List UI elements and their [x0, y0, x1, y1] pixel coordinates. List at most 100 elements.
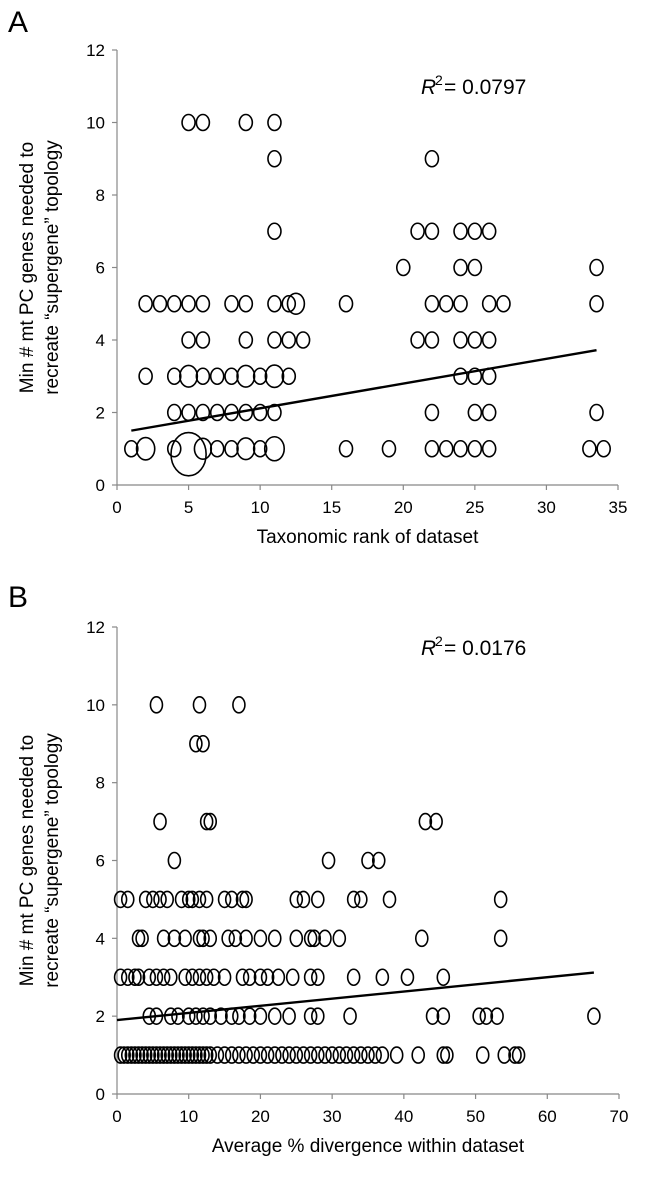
data-point — [424, 149, 440, 168]
data-point — [453, 294, 468, 313]
data-point — [263, 435, 286, 462]
data-point — [368, 1046, 382, 1064]
data-point — [153, 1046, 167, 1064]
data-point — [195, 294, 211, 313]
data-point — [267, 1007, 282, 1025]
data-point — [196, 1007, 210, 1025]
data-point — [160, 890, 174, 909]
data-point — [178, 364, 199, 388]
chart-panel-b: B 0 2 4 6 8 10 12 0 10 20 30 40 50 60 70 Average % dive… — [0, 575, 653, 1178]
data-point — [167, 1046, 182, 1064]
data-point — [453, 258, 468, 277]
data-point — [424, 403, 440, 422]
data-point — [332, 1046, 347, 1064]
data-point — [267, 331, 282, 349]
x-tick-label: 70 — [610, 1107, 629, 1126]
r-squared-annotation: R2 = 0.0176 — [421, 633, 526, 660]
data-point — [163, 1046, 178, 1064]
data-point — [171, 1046, 185, 1064]
data-point — [189, 1046, 203, 1064]
x-tick-label: 10 — [179, 1107, 198, 1126]
data-point — [138, 1046, 153, 1064]
data-point — [267, 113, 282, 132]
data-point — [185, 890, 200, 909]
data-point — [467, 403, 483, 422]
data-point — [113, 968, 128, 987]
x-tick-label: 15 — [322, 498, 341, 517]
data-point — [338, 439, 354, 458]
data-point — [153, 812, 167, 831]
data-point — [217, 1046, 232, 1064]
data-point — [493, 890, 508, 909]
data-point — [128, 1046, 142, 1064]
x-tick-label: 50 — [466, 1107, 485, 1126]
panel-label-a: A — [8, 6, 29, 39]
data-point — [210, 1046, 225, 1064]
data-point — [253, 1007, 268, 1025]
x-tick-label: 35 — [609, 498, 628, 517]
data-point — [481, 294, 497, 313]
data-point — [178, 1046, 192, 1064]
data-point — [178, 968, 192, 987]
data-point — [252, 439, 268, 458]
data-point — [166, 403, 182, 422]
data-point — [207, 968, 221, 987]
data-point — [209, 367, 225, 386]
data-point — [120, 890, 135, 909]
y-tick-label: 0 — [96, 476, 105, 495]
y-axis-title-line-1: Min # mt PC genes needed to — [17, 735, 38, 986]
data-point — [267, 222, 282, 241]
x-tick-label: 30 — [323, 1107, 342, 1126]
data-point — [195, 403, 211, 422]
data-point — [120, 968, 135, 987]
data-point — [138, 294, 153, 313]
data-point — [346, 890, 361, 909]
data-point — [246, 1046, 261, 1064]
data-point — [203, 1007, 218, 1025]
x-tick-label: 25 — [465, 498, 484, 517]
data-point — [289, 1046, 304, 1064]
data-point — [310, 890, 325, 909]
chart-a-svg: 0 2 4 6 8 10 12 0 5 10 15 20 25 30 35 Taxonomic rank of… — [17, 41, 628, 548]
data-point — [318, 1046, 332, 1064]
y-axis-title-line-1: Min # mt PC genes needed to — [17, 142, 38, 393]
data-point — [113, 1046, 128, 1064]
data-point — [589, 294, 604, 313]
data-point — [181, 294, 196, 313]
data-point — [239, 1046, 253, 1064]
data-point — [418, 812, 433, 831]
data-point — [497, 1046, 512, 1064]
data-point — [138, 367, 153, 386]
data-point — [453, 222, 468, 241]
data-point — [281, 367, 297, 386]
data-point — [303, 1046, 318, 1064]
data-point — [124, 439, 139, 458]
data-point — [196, 1046, 210, 1064]
data-point — [224, 890, 239, 909]
data-point — [167, 851, 182, 870]
data-point — [217, 968, 232, 987]
data-point — [236, 437, 256, 461]
data-point — [135, 436, 156, 461]
data-point — [181, 890, 196, 909]
data-point — [400, 968, 415, 987]
panel-label-b: B — [8, 581, 29, 614]
x-tick-label: 20 — [251, 1107, 270, 1126]
data-point — [252, 403, 268, 422]
data-point — [163, 968, 178, 987]
data-point — [467, 439, 483, 458]
data-point — [209, 439, 225, 458]
data-point — [239, 929, 253, 948]
data-point — [170, 431, 207, 477]
chart-b-svg: 0 2 4 6 8 10 12 0 10 20 30 40 50 60 70 Average % diverg… — [17, 618, 629, 1157]
data-point — [238, 294, 254, 313]
data-point — [436, 968, 451, 987]
data-point — [589, 403, 604, 422]
data-point — [424, 222, 440, 241]
data-point — [146, 890, 160, 909]
data-point — [196, 734, 210, 753]
data-point — [185, 968, 200, 987]
data-point — [271, 968, 286, 987]
y-axis-title-line-2: recreate “supergene” topology — [42, 733, 63, 988]
data-point — [236, 364, 256, 388]
